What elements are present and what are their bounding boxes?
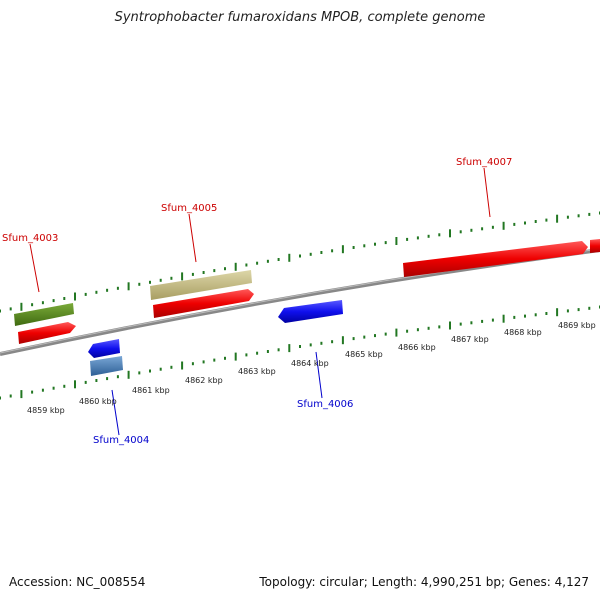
olive-feature[interactable] [14, 303, 74, 326]
leader-Sfum_4005 [188, 213, 197, 263]
scale-label: 4865 kbp [345, 350, 383, 359]
leader-Sfum_4006 [315, 351, 323, 399]
leader-Sfum_4004 [111, 389, 120, 436]
gene-Sfum_4006-arrow[interactable] [278, 300, 343, 323]
leader-Sfum_4003 [29, 243, 40, 293]
gene-Sfum_4007-arrow[interactable] [403, 241, 588, 277]
scale-label: 4859 kbp [27, 406, 65, 415]
gene-label-Sfum_4005[interactable]: Sfum_4005 [161, 203, 217, 214]
leader-Sfum_4007 [483, 167, 491, 218]
gene-Sfum_4003-arrow[interactable] [18, 322, 76, 344]
upper-scale-ruler [0, 211, 600, 313]
genome-backbone [0, 248, 600, 356]
scale-label: 4863 kbp [238, 367, 276, 376]
scale-label: 4868 kbp [504, 328, 542, 337]
accession-text: Accession: NC_008554 [9, 575, 146, 589]
scale-label: 4861 kbp [132, 386, 170, 395]
genome-summary-text: Topology: circular; Length: 4,990,251 bp… [259, 575, 589, 589]
scale-label: 4860 kbp [79, 397, 117, 406]
scale-label: 4869 kbp [558, 321, 596, 330]
scale-label: 4867 kbp [451, 335, 489, 344]
gene-Sfum_4004-arrow[interactable] [88, 339, 120, 358]
map-title: Syntrophobacter fumaroxidans MPOB, compl… [114, 10, 486, 25]
gene-Sfum_4005-arrow[interactable] [153, 289, 254, 318]
gene-label-Sfum_4006[interactable]: Sfum_4006 [297, 399, 353, 410]
steel-feature[interactable] [90, 356, 123, 376]
gene-label-Sfum_4007[interactable]: Sfum_4007 [456, 157, 512, 168]
scale-label: 4862 kbp [185, 376, 223, 385]
genome-backbone-highlight [0, 248, 600, 354]
lower-scale-ruler [0, 305, 600, 400]
gene-label-Sfum_4003[interactable]: Sfum_4003 [2, 233, 58, 244]
khaki-feature[interactable] [150, 270, 252, 300]
gene-partial-arrow-right-edge[interactable] [590, 239, 600, 253]
gene-label-Sfum_4004[interactable]: Sfum_4004 [93, 435, 149, 446]
scale-label: 4866 kbp [398, 343, 436, 352]
scale-label: 4864 kbp [291, 359, 329, 368]
